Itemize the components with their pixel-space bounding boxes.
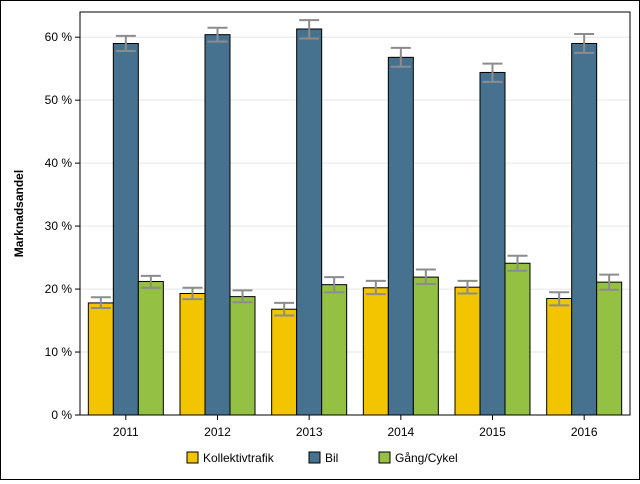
- x-tick-label: 2012: [204, 425, 231, 439]
- bar: [546, 298, 573, 416]
- legend-swatch: [378, 451, 391, 464]
- y-tick-label: 0 %: [51, 408, 72, 422]
- y-tick-label: 60 %: [45, 30, 73, 44]
- plot-border: [79, 11, 631, 416]
- legend-label: Kollektivtrafik: [203, 451, 275, 465]
- y-axis: 0 % 10 % 20 % 30 % 40 % 50 % 60 %: [45, 30, 80, 422]
- y-axis-label: Marknadsandel: [12, 170, 26, 257]
- gridlines: [80, 36, 630, 353]
- bar: [362, 287, 389, 416]
- x-tick-label: 2013: [296, 425, 323, 439]
- bar: [296, 28, 323, 416]
- x-tick-label: 2016: [571, 425, 598, 439]
- bar: [112, 42, 139, 416]
- y-tick-label: 10 %: [45, 345, 73, 359]
- legend: Kollektivtrafik Bil Gång/Cykel: [186, 451, 458, 465]
- bar: [571, 42, 598, 416]
- bar: [412, 276, 439, 416]
- y-tick-label: 40 %: [45, 156, 73, 170]
- bar: [454, 286, 481, 416]
- y-tick-label: 30 %: [45, 219, 73, 233]
- x-tick-label: 2014: [387, 425, 414, 439]
- error-bars-layer: [90, 19, 620, 317]
- bar: [504, 262, 531, 416]
- x-tick-label: 2011: [113, 425, 139, 439]
- x-tick-label: 2015: [479, 425, 506, 439]
- legend-swatch: [186, 451, 199, 464]
- bar: [387, 56, 414, 416]
- bar: [137, 281, 164, 416]
- x-axis: 2011 2012 2013 2014 2015 2016: [113, 415, 598, 439]
- bar: [179, 292, 206, 416]
- bar: [596, 281, 623, 416]
- bar: [229, 296, 256, 416]
- bar: [204, 34, 231, 416]
- legend-label: Gång/Cykel: [395, 451, 458, 465]
- y-tick-label: 50 %: [45, 93, 73, 107]
- legend-swatch: [308, 451, 321, 464]
- bar: [479, 71, 506, 416]
- legend-label: Bil: [325, 451, 338, 465]
- bar: [321, 284, 348, 416]
- bar: [271, 308, 298, 416]
- bar: [87, 302, 114, 416]
- y-tick-label: 20 %: [45, 282, 73, 296]
- bars-layer: [87, 28, 623, 416]
